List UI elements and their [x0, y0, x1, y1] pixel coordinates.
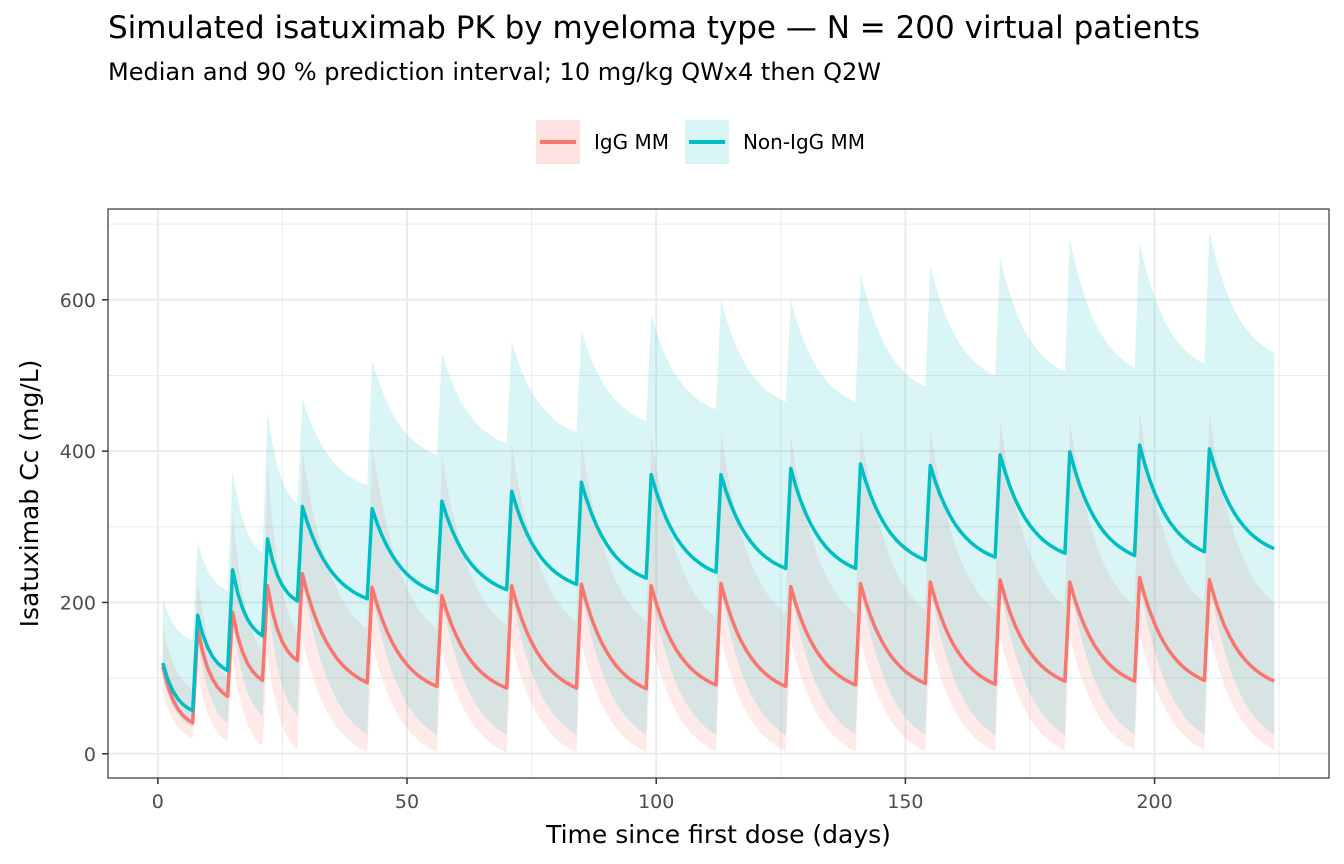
chart-subtitle: Median and 90 % prediction interval; 10 … [108, 58, 882, 86]
x-tick-label: 200 [1136, 791, 1172, 813]
y-tick-label: 0 [84, 744, 96, 766]
legend-item-non-igg: Non-IgG MM [684, 120, 866, 164]
legend-item-igg: IgG MM [536, 120, 669, 164]
chart-title: Simulated isatuximab PK by myeloma type … [108, 10, 1201, 46]
legend-key-non-igg [684, 120, 729, 164]
y-axis-title: Isatuximab Cc (mg/L) [15, 360, 44, 628]
y-tick-label: 200 [60, 592, 96, 614]
x-tick-label: 150 [887, 791, 923, 813]
median-line-igg [161, 571, 1275, 725]
legend-label-igg: IgG MM [594, 130, 669, 154]
x-tick-label: 50 [395, 791, 419, 813]
median-lines [161, 443, 1275, 725]
panel-border [107, 208, 1330, 779]
median-line-non-igg [161, 443, 1275, 713]
x-axis-title: Time since first dose (days) [545, 820, 891, 849]
y-axis: 0 200 400 600 [60, 290, 108, 766]
legend-label-non-igg: Non-IgG MM [742, 130, 866, 154]
y-tick-label: 600 [60, 290, 96, 312]
x-tick-label: 100 [638, 791, 674, 813]
legend-key-igg [536, 120, 580, 164]
y-tick-label: 400 [60, 441, 96, 463]
x-axis: 0 50 100 150 200 [152, 778, 1173, 813]
legend: IgG MM Non-IgG MM [536, 120, 881, 164]
x-tick-label: 0 [152, 791, 164, 813]
